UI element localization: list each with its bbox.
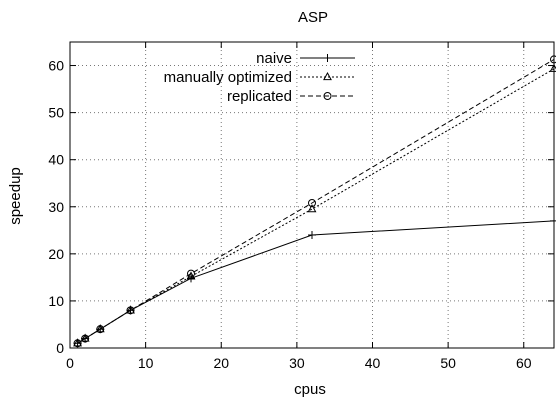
data-point xyxy=(186,271,196,280)
chart-title: ASP xyxy=(298,9,328,26)
x-tick-label: 0 xyxy=(66,355,74,371)
legend-label: manually optimized xyxy=(164,69,292,86)
axes xyxy=(69,41,555,349)
data-point xyxy=(308,231,316,240)
y-axis-label: speedup xyxy=(7,167,24,225)
legend-label: naive xyxy=(256,50,292,67)
legend-marker xyxy=(323,54,332,62)
legend-marker xyxy=(323,92,332,100)
data-point xyxy=(73,339,82,348)
series-line xyxy=(77,68,555,344)
y-tick-label: 50 xyxy=(48,105,64,121)
x-tick-label: 60 xyxy=(516,355,532,371)
x-tick-label: 40 xyxy=(365,355,381,371)
data-point xyxy=(550,216,556,225)
y-tick-label: 20 xyxy=(48,246,64,262)
x-tick-label: 10 xyxy=(138,355,154,371)
y-tick-label: 60 xyxy=(48,58,64,74)
data-point xyxy=(187,269,195,278)
legend-marker xyxy=(323,71,332,81)
y-tick-label: 0 xyxy=(56,340,64,356)
series-line xyxy=(77,220,555,344)
data-point xyxy=(81,334,90,343)
x-axis-label: cpus xyxy=(294,381,326,398)
plot-frame xyxy=(69,41,555,349)
series-replicated xyxy=(73,55,556,348)
data-point xyxy=(307,204,317,213)
data-point xyxy=(126,306,135,315)
data-point xyxy=(550,55,556,64)
x-tick-label: 30 xyxy=(289,355,305,371)
y-tick-label: 10 xyxy=(48,293,64,309)
data-point xyxy=(308,199,316,208)
x-tick-label: 50 xyxy=(440,355,456,371)
y-ticks: 0 10 20 30 40 50 60 xyxy=(48,58,554,356)
legend-label: replicated xyxy=(227,88,292,105)
series-group xyxy=(73,55,556,348)
y-tick-label: 40 xyxy=(48,152,64,168)
grid xyxy=(70,42,554,348)
x-tick-label: 20 xyxy=(213,355,229,371)
y-tick-label: 30 xyxy=(48,199,64,215)
series-line xyxy=(77,58,555,344)
data-point xyxy=(96,325,105,334)
x-ticks: 0 10 20 30 40 50 60 xyxy=(66,42,532,371)
legend: naive manually optimized replicated xyxy=(164,50,355,105)
